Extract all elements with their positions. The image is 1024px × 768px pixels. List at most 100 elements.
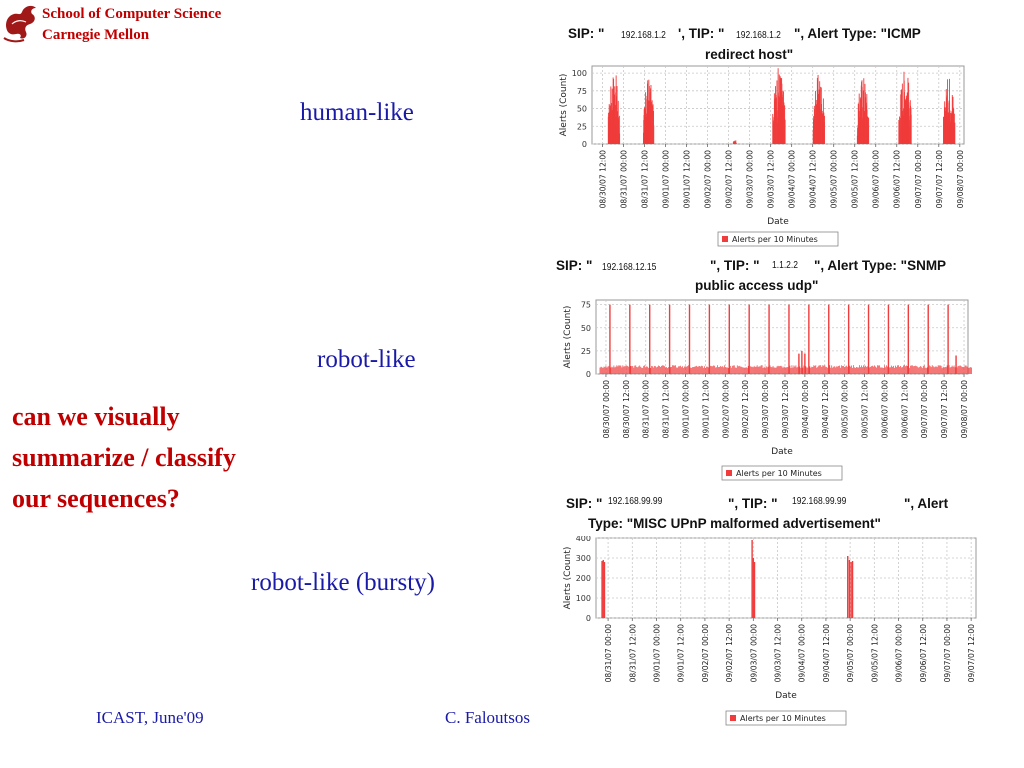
- y-axis-label: Alerts (Count): [559, 74, 569, 137]
- x-tick-label: 09/04/07 12:00: [822, 624, 831, 683]
- x-tick-label: 09/04/07 00:00: [801, 380, 810, 439]
- y-axis-label: Alerts (Count): [563, 547, 573, 610]
- x-tick-label: 09/02/07 00:00: [721, 380, 730, 439]
- header-university: Carnegie Mellon: [42, 27, 150, 43]
- y-axis-label: Alerts (Count): [563, 306, 573, 369]
- chart3-title-part2: ", TIP: ": [728, 496, 778, 511]
- chart3-title-part3: ", Alert: [904, 496, 949, 511]
- y-tick-label: 100: [576, 594, 591, 603]
- series-alerts-per-10-min: [607, 68, 956, 144]
- x-tick-label: 09/03/07 00:00: [746, 150, 755, 209]
- chart1-plot: 0 25 50 75 100 08/30/07 12:00 08/31/07 00:00 08…: [559, 65, 965, 247]
- chart2-title-part1: SIP: ": [556, 258, 593, 273]
- question-line-1: can we visually: [12, 402, 180, 431]
- chart1-title-line2: redirect host": [705, 47, 794, 62]
- question-line-2: summarize / classify: [12, 443, 236, 472]
- question-text: can we visually summarize / classify our…: [12, 396, 332, 519]
- series-alerts-per-10-min: [601, 540, 854, 618]
- chart2-plot: 0 25 50 75 08/30/07 00:00 08/30/07 12:00 08/31…: [563, 299, 972, 481]
- x-tick-label: 08/30/07 12:00: [622, 380, 631, 439]
- chart2-tip: 1.1.2.2: [772, 260, 799, 271]
- legend-box: [717, 231, 839, 247]
- chart1-tip: 192.168.1.2: [736, 30, 781, 41]
- x-axis-label: Date: [775, 691, 797, 701]
- legend-box: [725, 710, 847, 726]
- y-tick-label: 0: [586, 370, 591, 379]
- chart3-tip: 192.168.99.99: [792, 496, 847, 507]
- legend-label: Alerts per 10 Minutes: [740, 714, 826, 723]
- y-tick-label: 400: [576, 536, 591, 543]
- x-tick-label: 08/31/07 00:00: [642, 380, 651, 439]
- x-axis-label: Date: [767, 217, 789, 227]
- y-tick-label: 100: [572, 69, 587, 78]
- y-tick-label: 0: [582, 140, 587, 149]
- x-tick-label: 09/01/07 12:00: [677, 624, 686, 683]
- x-tick-label: 08/31/07 12:00: [628, 624, 637, 683]
- legend-swatch: [722, 236, 728, 242]
- chart1-title-part2: ', TIP: ": [678, 26, 725, 41]
- x-tick-label: 09/08/07 00:00: [956, 150, 965, 209]
- x-tick-label: 09/02/07 12:00: [741, 380, 750, 439]
- x-tick-label: 09/05/07 12:00: [870, 624, 879, 683]
- x-tick-label: 09/07/07 12:00: [935, 150, 944, 209]
- x-tick-label: 09/07/07 00:00: [914, 150, 923, 209]
- chart2-sip: 192.168.12.15: [602, 262, 657, 273]
- chart-human-like: SIP: " 192.168.1.2 ', TIP: " 192.168.1.2…: [548, 20, 968, 252]
- y-tick-label: 0: [586, 614, 591, 623]
- x-tick-label: 09/06/07 00:00: [880, 380, 889, 439]
- x-tick-label: 09/06/07 00:00: [872, 150, 881, 209]
- x-tick-label: 09/07/07 12:00: [940, 380, 949, 439]
- x-tick-label: 09/02/07 00:00: [704, 150, 713, 209]
- y-tick-label: 75: [577, 87, 587, 96]
- x-tick-label: 08/30/07 12:00: [599, 150, 608, 209]
- label-robot-like: robot-like: [317, 346, 416, 373]
- x-tick-label: 09/04/07 00:00: [788, 150, 797, 209]
- x-tick-label: 09/01/07 12:00: [683, 150, 692, 209]
- x-tick-label: 09/05/07 00:00: [846, 624, 855, 683]
- x-tick-label: 09/02/07 00:00: [701, 624, 710, 683]
- footer-author: C. Faloutsos: [445, 708, 531, 727]
- x-tick-label: 09/04/07 00:00: [798, 624, 807, 683]
- x-tick-label: 09/05/07 12:00: [851, 150, 860, 209]
- chart3-title-line2: Type: "MISC UPnP malformed advertisement…: [588, 516, 881, 531]
- footer-venue: ICAST, June'09: [96, 708, 204, 727]
- chart1-sip: 192.168.1.2: [621, 30, 666, 41]
- x-tick-label: 08/30/07 00:00: [602, 380, 611, 439]
- x-tick-label: 09/02/07 12:00: [725, 624, 734, 683]
- x-tick-label: 09/08/07 00:00: [960, 380, 969, 439]
- x-tick-label: 09/01/07 12:00: [701, 380, 710, 439]
- x-axis-label: Date: [771, 447, 793, 457]
- chart1-title-part1: SIP: ": [568, 26, 605, 41]
- header-school: School of Computer Science: [42, 6, 222, 22]
- x-tick-label: 09/02/07 12:00: [725, 150, 734, 209]
- series-alerts-per-10-min: [599, 304, 972, 374]
- x-tick-label: 09/06/07 12:00: [919, 624, 928, 683]
- chart3-sip: 192.168.99.99: [608, 496, 663, 507]
- x-tick-label: 09/03/07 00:00: [761, 380, 770, 439]
- x-tick-label: 09/07/07 00:00: [920, 380, 929, 439]
- x-tick-label: 09/06/07 00:00: [895, 624, 904, 683]
- label-robot-bursty: robot-like (bursty): [251, 569, 435, 596]
- x-tick-label: 09/06/07 12:00: [900, 380, 909, 439]
- x-tick-label: 09/01/07 00:00: [662, 150, 671, 209]
- legend-swatch: [730, 715, 736, 721]
- chart3-title-part1: SIP: ": [566, 496, 603, 511]
- chart2-title-part2: ", TIP: ": [710, 258, 760, 273]
- y-tick-label: 300: [576, 554, 591, 563]
- legend-swatch: [726, 470, 732, 476]
- chart2-title-part3: ", Alert Type: "SNMP: [814, 258, 947, 273]
- x-tick-label: 09/07/07 12:00: [967, 624, 976, 683]
- legend-label: Alerts per 10 Minutes: [732, 235, 818, 244]
- legend-label: Alerts per 10 Minutes: [736, 469, 822, 478]
- x-tick-label: 09/03/07 12:00: [781, 380, 790, 439]
- x-tick-label: 08/31/07 00:00: [620, 150, 629, 209]
- x-tick-label: 09/05/07 00:00: [841, 380, 850, 439]
- x-tick-label: 09/01/07 00:00: [682, 380, 691, 439]
- x-tick-label: 08/31/07 00:00: [604, 624, 613, 683]
- y-tick-label: 50: [581, 324, 591, 333]
- chart1-title-part3: ", Alert Type: "ICMP: [794, 26, 921, 41]
- question-line-3: our sequences?: [12, 484, 180, 513]
- plot-area: [595, 299, 969, 375]
- x-tick-label: 09/06/07 12:00: [893, 150, 902, 209]
- x-tick-label: 09/03/07 12:00: [767, 150, 776, 209]
